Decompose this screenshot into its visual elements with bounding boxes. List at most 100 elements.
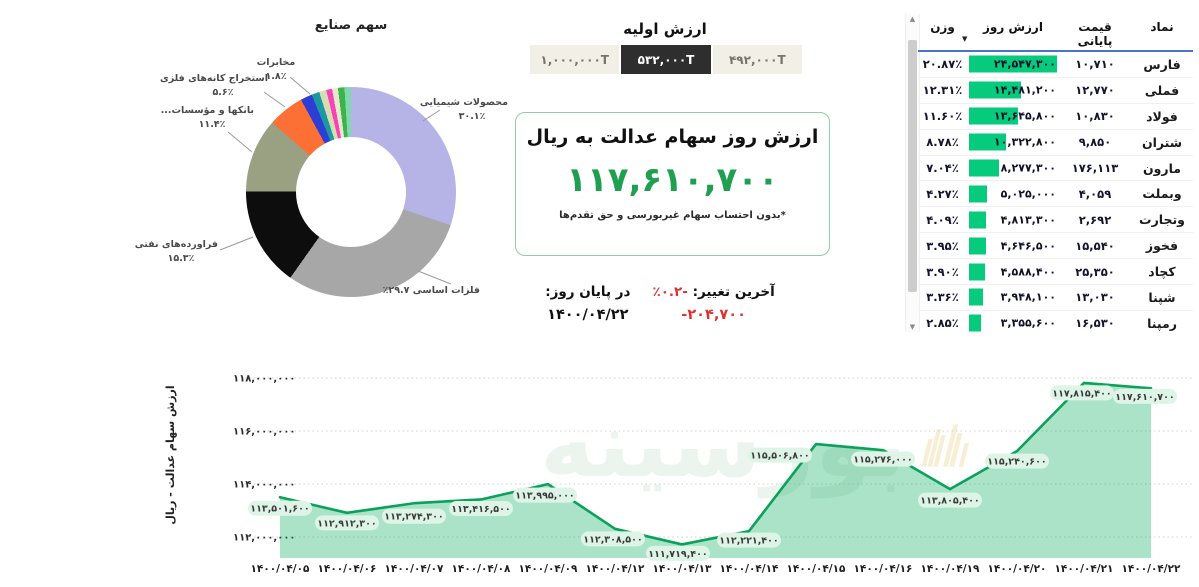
value-label-pill [248, 500, 312, 516]
x-tick-label[interactable]: ۱۴۰۰/۰۴/۰۸ [452, 563, 512, 575]
day-value-cell: ۳,۹۴۸,۱۰۰ [967, 285, 1059, 310]
value-label-text: ۱۱۳,۲۷۴,۳۰۰ [384, 512, 443, 523]
value-text: ۱۳,۶۴۵,۸۰۰ [993, 109, 1056, 123]
x-tick-label[interactable]: ۱۴۰۰/۰۴/۱۳ [653, 563, 713, 575]
table-row[interactable]: فارس ۱۰,۷۱۰ ۲۴,۵۴۷,۳۰۰ ۲۰.۸۷٪ [918, 52, 1193, 78]
x-tick-label[interactable]: ۱۴۰۰/۰۴/۰۵ [251, 563, 311, 575]
x-tick-label[interactable]: ۱۴۰۰/۰۴/۲۱ [1055, 563, 1114, 575]
day-value-cell: ۸,۲۷۷,۳۰۰ [967, 156, 1059, 181]
symbol-cell: رمپنا [1147, 315, 1177, 331]
value-text: ۴,۸۱۳,۳۰۰ [1000, 213, 1056, 227]
scroll-up-icon[interactable]: ▲ [909, 15, 916, 23]
value-text: ۱۴,۴۸۱,۲۰۰ [993, 83, 1056, 97]
x-tick-label[interactable]: ۱۴۰۰/۰۴/۲۲ [1122, 563, 1182, 575]
symbol-cell: فملی [1144, 82, 1180, 98]
table-header: نماد قیمت پایانی ارزش روز وزن ▼ [918, 14, 1193, 52]
value-label-pill [985, 453, 1049, 469]
closing-price-cell: ۱۰,۸۳۰ [1075, 109, 1115, 124]
value-bar [969, 263, 986, 281]
symbol-cell: فارس [1143, 56, 1181, 72]
value-label-text: ۱۱۵,۵۰۶,۸۰۰ [750, 451, 809, 462]
header-weight[interactable]: وزن [930, 20, 955, 34]
closing-price-cell: ۱۲,۷۷۰ [1075, 83, 1115, 98]
table-scrollbar[interactable]: ▲ ▼ [905, 14, 920, 332]
weight-cell: ۳.۳۶٪ [926, 290, 959, 305]
header-symbol[interactable]: نماد [1150, 20, 1174, 34]
donut-label-chemicals: محصولات شیمیایی ۳۰.۱٪ [419, 97, 508, 122]
x-tick-label[interactable]: ۱۴۰۰/۰۴/۰۹ [519, 563, 579, 575]
closing-price-cell: ۱۳,۰۳۰ [1075, 290, 1115, 305]
value-labels: ۱۱۳,۵۰۱,۶۰۰ ۱۱۲,۹۱۲,۳۰۰ ۱۱۳,۲۷۴,۳۰۰ ۱۱۳,۴۱۶… [248, 385, 1177, 561]
x-tick-label[interactable]: ۱۴۰۰/۰۴/۲۰ [988, 563, 1047, 575]
closing-price-cell: ۲,۶۹۲ [1078, 212, 1112, 227]
weight-cell: ۳.۹۵٪ [926, 238, 959, 253]
donut-label-metal-mining: استخراج کانه‌های فلزی ۵.۶٪ [160, 73, 268, 98]
value-label-pill [581, 531, 645, 547]
symbol-cell: فخوز [1145, 238, 1179, 254]
sort-descending-icon[interactable]: ▼ [962, 35, 968, 43]
day-value-cell: ۴,۶۴۶,۵۰۰ [967, 233, 1059, 258]
value-bar [969, 133, 1006, 151]
x-tick-label[interactable]: ۱۴۰۰/۰۴/۱۹ [921, 563, 981, 575]
initial-value-option-532000[interactable]: ۵۳۲,۰۰۰T [621, 45, 711, 74]
table-row[interactable]: فملی ۱۲,۷۷۰ ۱۴,۴۸۱,۲۰۰ ۱۲.۳۱٪ [918, 78, 1193, 104]
x-tick-label[interactable]: ۱۴۰۰/۰۴/۱۶ [854, 563, 913, 575]
value-bar [969, 159, 999, 177]
y-tick-label: ۱۱۲,۰۰۰,۰۰۰ [233, 533, 296, 544]
equity-value-trend-chart[interactable]: ۱۱۲,۰۰۰,۰۰۰ ۱۱۴,۰۰۰,۰۰۰ ۱۱۶,۰۰۰,۰۰۰ ۱۱۸,۰۰۰… [165, 350, 1199, 587]
x-tick-label[interactable]: ۱۴۰۰/۰۴/۱۵ [787, 563, 847, 575]
x-tick-label[interactable]: ۱۴۰۰/۰۴/۱۲ [586, 563, 646, 575]
x-axis: ۱۴۰۰/۰۴/۰۵ ۱۴۰۰/۰۴/۰۶ ۱۴۰۰/۰۴/۰۷ ۱۴۰۰/۰۴/۰۸… [251, 563, 1182, 575]
value-bar [969, 237, 986, 255]
symbol-cell: وتجارت [1139, 212, 1185, 228]
x-tick-label[interactable]: ۱۴۰۰/۰۴/۱۴ [720, 563, 780, 575]
value-text: ۴,۶۴۶,۵۰۰ [1000, 239, 1056, 253]
weight-cell: ۲۰.۸۷٪ [922, 57, 963, 72]
value-text: ۸,۲۷۷,۳۰۰ [1000, 161, 1056, 175]
value-label-text: ۱۱۷,۶۱۰,۷۰۰ [1115, 392, 1174, 403]
day-value-cell: ۱۴,۴۸۱,۲۰۰ [967, 78, 1059, 103]
initial-value-option-1000000[interactable]: ۱,۰۰۰,۰۰۰T [530, 45, 620, 74]
value-text: ۲۴,۵۴۷,۳۰۰ [993, 57, 1056, 71]
value-text: ۳,۹۴۸,۱۰۰ [1000, 290, 1056, 304]
x-tick-label[interactable]: ۱۴۰۰/۰۴/۰۷ [385, 563, 445, 575]
header-closing-price[interactable]: قیمت پایانی [1077, 20, 1113, 48]
day-value-cell: ۵,۰۲۵,۰۰۰ [967, 181, 1059, 206]
value-label-text: ۱۱۳,۸۰۵,۴۰۰ [920, 496, 979, 507]
value-label-pill [717, 532, 781, 548]
header-day-value[interactable]: ارزش روز [983, 20, 1043, 34]
table-row[interactable]: رمپنا ۱۶,۵۳۰ ۳,۳۵۵,۶۰۰ ۲.۸۵٪ [918, 311, 1193, 332]
day-value-cell: ۳,۳۵۵,۶۰۰ [967, 311, 1059, 332]
value-label-text: ۱۱۲,۹۱۲,۳۰۰ [317, 518, 376, 529]
table-row[interactable]: وبملت ۴,۰۵۹ ۵,۰۲۵,۰۰۰ ۴.۲۷٪ [918, 181, 1193, 208]
closing-price-cell: ۱۷۶,۱۱۳ [1071, 161, 1119, 175]
end-of-day-label: در پایان روز: [545, 284, 631, 300]
y-tick-label: ۱۱۴,۰۰۰,۰۰۰ [233, 480, 296, 491]
donut-label-oil-products: فراورده‌های نفتی ۱۵.۳٪ [134, 239, 218, 264]
value-label-text: ۱۱۷,۸۱۵,۴۰۰ [1052, 388, 1111, 399]
table-row[interactable]: مارون ۱۷۶,۱۱۳ ۸,۲۷۷,۳۰۰ ۷.۰۴٪ [918, 156, 1193, 182]
x-tick-label[interactable]: ۱۴۰۰/۰۴/۰۶ [318, 563, 377, 575]
scrollbar-thumb[interactable] [908, 40, 917, 292]
value-text: ۴,۵۸۸,۴۰۰ [1000, 265, 1056, 279]
table-row[interactable]: فخوز ۱۵,۵۴۰ ۴,۶۴۶,۵۰۰ ۳.۹۵٪ [918, 233, 1193, 260]
value-label-pill [1050, 385, 1114, 401]
value-label-text: ۱۱۳,۴۱۶,۵۰۰ [451, 504, 510, 515]
table-row[interactable]: شپنا ۱۳,۰۳۰ ۳,۹۴۸,۱۰۰ ۳.۳۶٪ [918, 285, 1193, 311]
day-value-title: ارزش روز سهام عدالت به ریال [526, 126, 819, 148]
table-row[interactable]: فولاد ۱۰,۸۳۰ ۱۳,۶۴۵,۸۰۰ ۱۱.۶۰٪ [918, 104, 1193, 130]
weight-cell: ۲.۸۵٪ [926, 316, 959, 331]
last-change-percent: -۰.۲٪ [652, 284, 688, 300]
value-label-pill [851, 451, 915, 467]
initial-value-switch: ۴۹۲,۰۰۰T ۵۳۲,۰۰۰T ۱,۰۰۰,۰۰۰T [530, 45, 802, 74]
initial-value-title: ارزش اولیه [623, 20, 707, 38]
value-label-pill [449, 500, 513, 516]
initial-value-option-492000[interactable]: ۴۹۲,۰۰۰T [712, 45, 802, 74]
symbol-cell: شتران [1141, 134, 1183, 150]
table-row[interactable]: کچاد ۲۵,۳۵۰ ۴,۵۸۸,۴۰۰ ۳.۹۰٪ [918, 259, 1193, 286]
watermark-logo-icon [921, 423, 969, 467]
scroll-down-icon[interactable]: ▼ [909, 323, 916, 331]
table-body: فارس ۱۰,۷۱۰ ۲۴,۵۴۷,۳۰۰ ۲۰.۸۷٪ فملی ۱۲,۷۷… [918, 52, 1193, 332]
table-row[interactable]: شتران ۹,۸۵۰ ۱۰,۳۲۲,۸۰۰ ۸.۷۸٪ [918, 130, 1193, 156]
table-row[interactable]: وتجارت ۲,۶۹۲ ۴,۸۱۳,۳۰۰ ۴.۰۹٪ [918, 207, 1193, 234]
